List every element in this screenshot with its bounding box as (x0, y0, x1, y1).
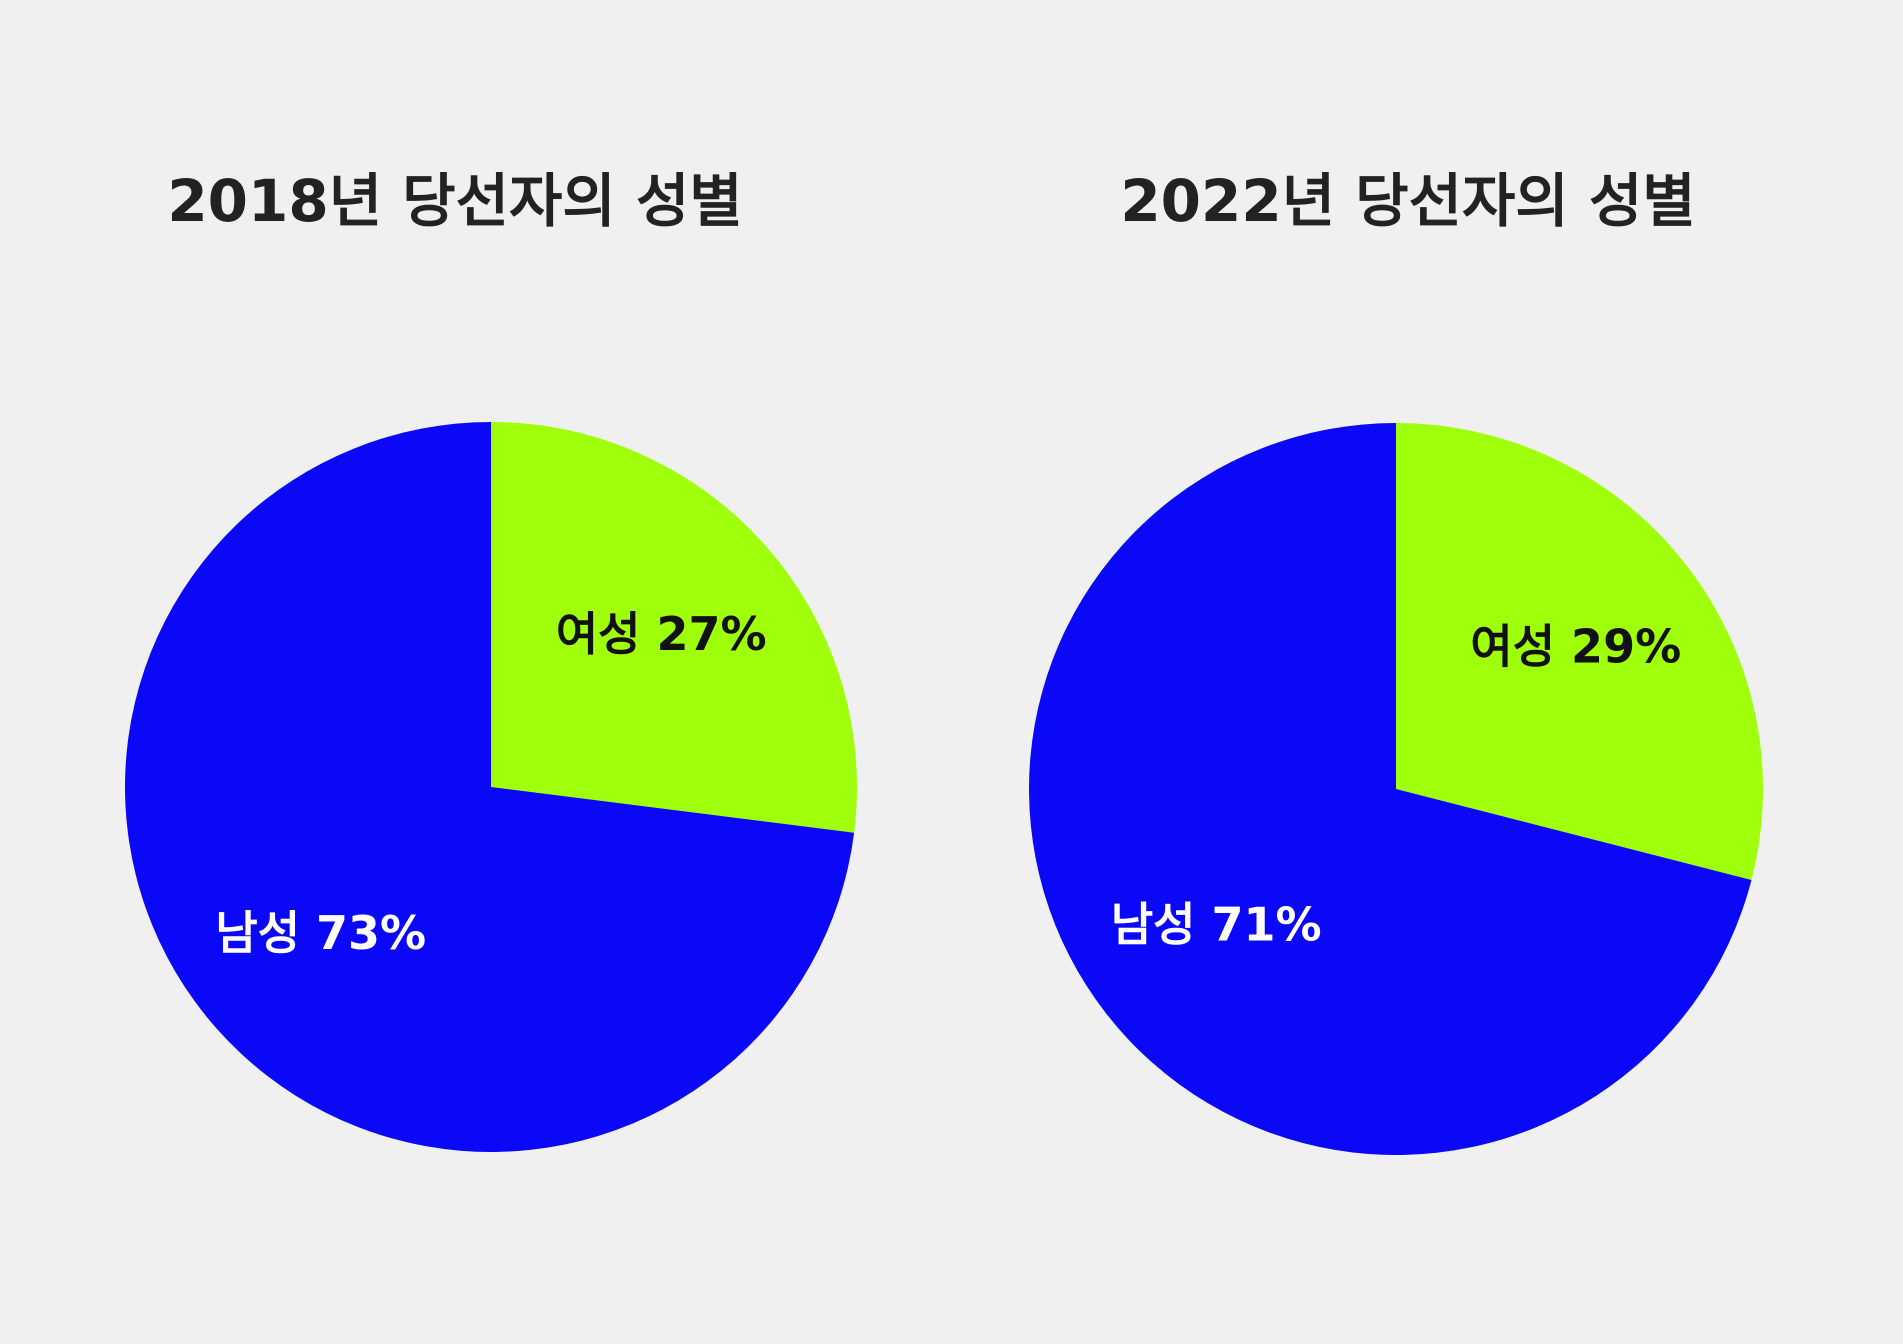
chart-title-2018: 2018년 당선자의 성별 (167, 167, 743, 235)
pie-chart-0: 여성 27% 남성 73% (124, 422, 857, 1152)
slice-label-female: 여성 29% (1470, 619, 1681, 673)
pie-slice-female (1396, 423, 1763, 881)
pie-slice-male (124, 422, 855, 1152)
chart-title-2022: 2022년 당선자의 성별 (1120, 167, 1696, 235)
pie-slice-female (491, 422, 857, 833)
slice-label-male: 남성 71% (1111, 898, 1322, 952)
slice-label-female: 여성 27% (556, 607, 767, 661)
pie-chart-1: 여성 29% 남성 71% (1028, 423, 1763, 1155)
slice-label-male: 남성 73% (215, 906, 426, 960)
pie-slice-male (1028, 423, 1752, 1155)
